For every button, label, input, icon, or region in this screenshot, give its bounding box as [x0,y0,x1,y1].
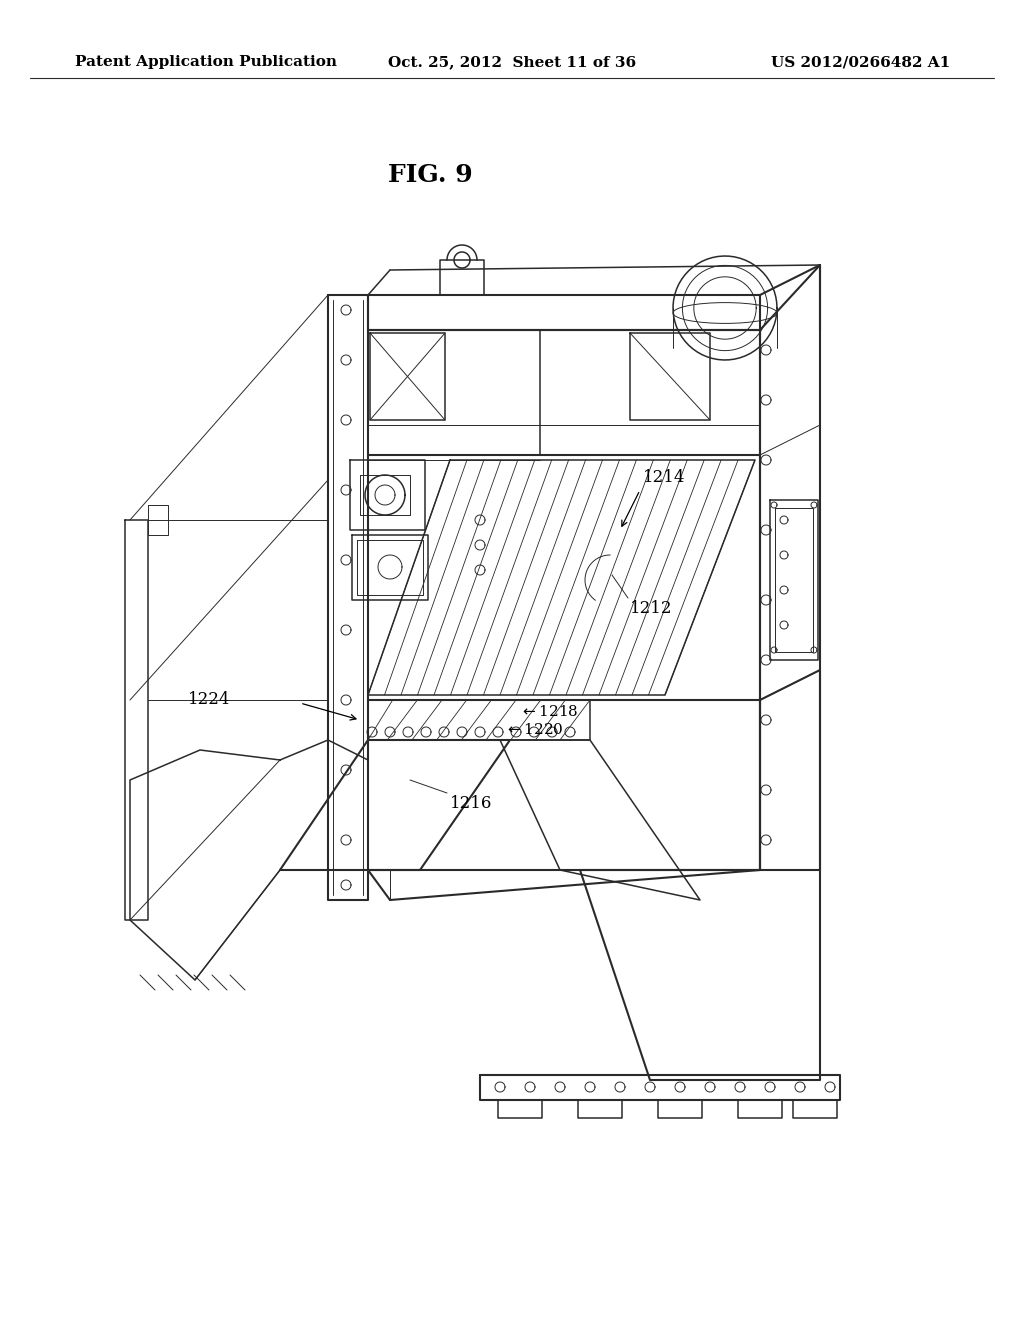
Text: $\leftarrow$1220: $\leftarrow$1220 [505,722,563,737]
Text: 1212: 1212 [630,601,673,616]
Text: Patent Application Publication: Patent Application Publication [75,55,337,69]
Text: US 2012/0266482 A1: US 2012/0266482 A1 [771,55,950,69]
Text: 1224: 1224 [187,692,230,709]
Text: $\leftarrow$1218: $\leftarrow$1218 [520,704,579,719]
Text: Oct. 25, 2012  Sheet 11 of 36: Oct. 25, 2012 Sheet 11 of 36 [388,55,636,69]
Text: 1216: 1216 [450,795,493,812]
Text: FIG. 9: FIG. 9 [388,162,472,187]
Text: 1214: 1214 [643,469,685,486]
